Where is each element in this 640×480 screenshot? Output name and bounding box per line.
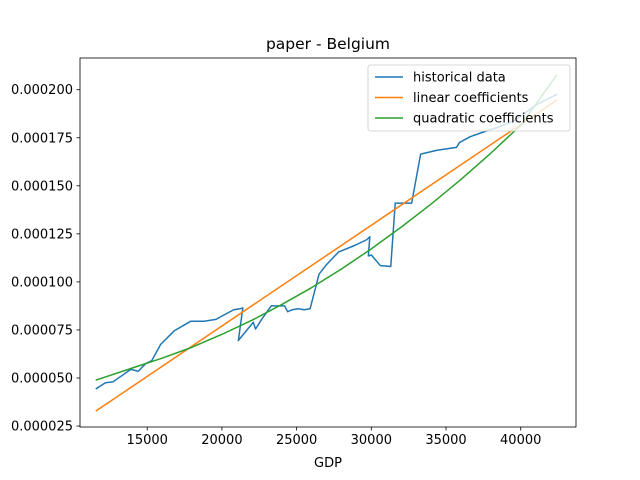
y-tick-label: 0.000175 [11,131,73,146]
y-tick-label: 0.000075 [11,323,73,338]
axes: 15000 20000 25000 30000 35000 40000 0.000025 0.… [11,57,577,448]
series-line-1 [95,99,558,412]
y-tick-label: 0.000050 [11,371,73,386]
y-tick-label: 0.000150 [11,179,73,194]
y-tick-label: 0.000125 [11,227,73,242]
legend-label-1: linear coefficients [413,91,529,106]
series-line-2 [95,74,558,381]
x-tick-label: 15000 [127,433,168,448]
x-tick-label: 35000 [425,433,466,448]
x-tick-label: 25000 [276,433,317,448]
legend-label-2: quadratic coefficients [413,112,554,127]
x-tick-label: 30000 [351,433,392,448]
axes-frame [79,57,577,428]
legend-box [367,64,571,132]
x-tick-label: 40000 [500,433,541,448]
legend: historical data linear coefficients quadra… [367,64,571,132]
plot-area [95,74,558,412]
legend-label-0: historical data [413,71,506,86]
y-tick-label: 0.000025 [11,420,73,435]
x-tick-label: 20000 [201,433,242,448]
x-axis-label: GDP [314,456,342,471]
series-line-0 [95,93,558,390]
y-tick-label: 0.000200 [11,83,73,98]
chart-title: paper - Belgium [266,35,390,53]
y-tick-label: 0.000100 [11,275,73,290]
